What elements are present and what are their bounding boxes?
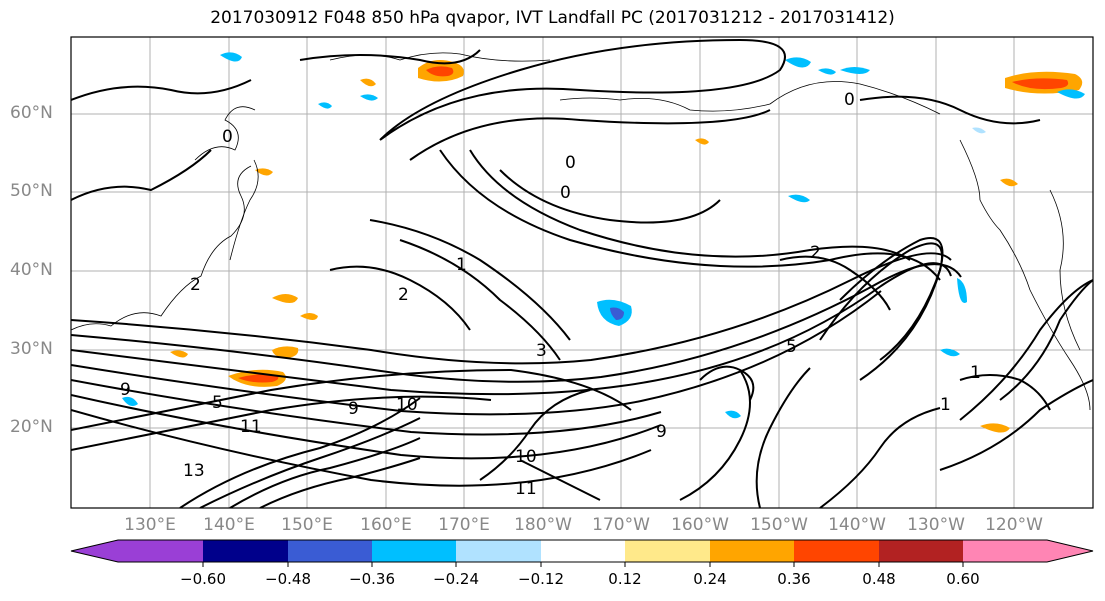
colorbar [70,539,1094,567]
colorbar-segment [625,540,710,562]
contour-labels: 0 0 0 0 1 1 1 2 2 2 3 5 5 9 9 9 10 10 11… [120,90,981,499]
lon-label-180w: 180°W [514,515,572,535]
contour-label: 0 [560,183,571,203]
lon-label-160e: 160°E [360,515,412,535]
colorbar-arrow-left [71,540,118,562]
lon-label-150w: 150°W [750,515,808,535]
contour-label: 9 [120,380,131,400]
colorbar-segment [879,540,963,562]
coastlines [71,52,1091,411]
lat-label-60n: 60°N [10,103,53,123]
contour-label: 2 [810,243,821,263]
contour-label: 5 [212,393,223,413]
contour-label: 2 [398,285,409,305]
lon-label-130e: 130°E [124,515,176,535]
lon-label-160w: 160°W [671,515,729,535]
lon-label-130w: 130°W [907,515,965,535]
lon-label-170w: 170°W [592,515,650,535]
contour-label: 2 [190,275,201,295]
contour-label: 1 [940,395,951,415]
contour-label: 11 [515,479,537,499]
colorbar-segment [794,540,879,562]
colorbar-tick-label: 0.60 [946,570,980,588]
colorbar-segment [710,540,794,562]
colorbar-tick-label: 0.36 [777,570,811,588]
contour-label: 0 [222,127,233,147]
shaded-anomalies [122,52,1085,433]
colorbar-tick-label: −0.12 [518,570,564,588]
map-title: 2017030912 F048 850 hPa qvapor, IVT Land… [210,8,895,28]
lon-label-140w: 140°W [828,515,886,535]
colorbar-segment [118,540,203,562]
colorbar-segment [203,540,288,562]
colorbar-tick-label: 0.12 [608,570,642,588]
lon-label-140e: 140°E [203,515,255,535]
lat-label-50n: 50°N [10,181,53,201]
contour-label: 5 [786,337,797,357]
map-frame [70,36,1094,509]
ivt-contours [71,38,1093,508]
colorbar-tick-label: 0.48 [862,570,896,588]
contour-label: 13 [183,461,205,481]
colorbar-outline [70,539,1094,563]
lon-label-170e: 170°E [438,515,490,535]
colorbar-tick-label: −0.60 [180,570,226,588]
contour-label: 1 [456,255,467,275]
lon-label-120w: 120°W [985,515,1043,535]
contour-label: 9 [656,422,667,442]
colorbar-tick-label: −0.36 [349,570,395,588]
colorbar-segment [963,540,1047,562]
colorbar-segment [372,540,456,562]
colorbar-tick-label: −0.24 [433,570,479,588]
contour-label: 9 [348,399,359,419]
contour-label: 11 [240,417,262,437]
contour-label: 0 [565,153,576,173]
colorbar-tick-label: 0.24 [693,570,727,588]
contour-label: 10 [515,447,537,467]
contour-label: 0 [844,90,855,110]
colorbar-segment [288,540,372,562]
colorbar-arrow-right [1047,540,1093,562]
lat-label-40n: 40°N [10,260,53,280]
lon-label-150e: 150°E [281,515,333,535]
gridlines [71,37,1093,508]
contour-label: 10 [396,395,418,415]
contour-label: 3 [536,341,547,361]
lat-label-20n: 20°N [10,417,53,437]
colorbar-segment [541,540,625,562]
lat-label-30n: 30°N [10,339,53,359]
contour-label: 1 [970,363,981,383]
colorbar-segment [456,540,541,562]
colorbar-tick-label: −0.48 [265,570,311,588]
